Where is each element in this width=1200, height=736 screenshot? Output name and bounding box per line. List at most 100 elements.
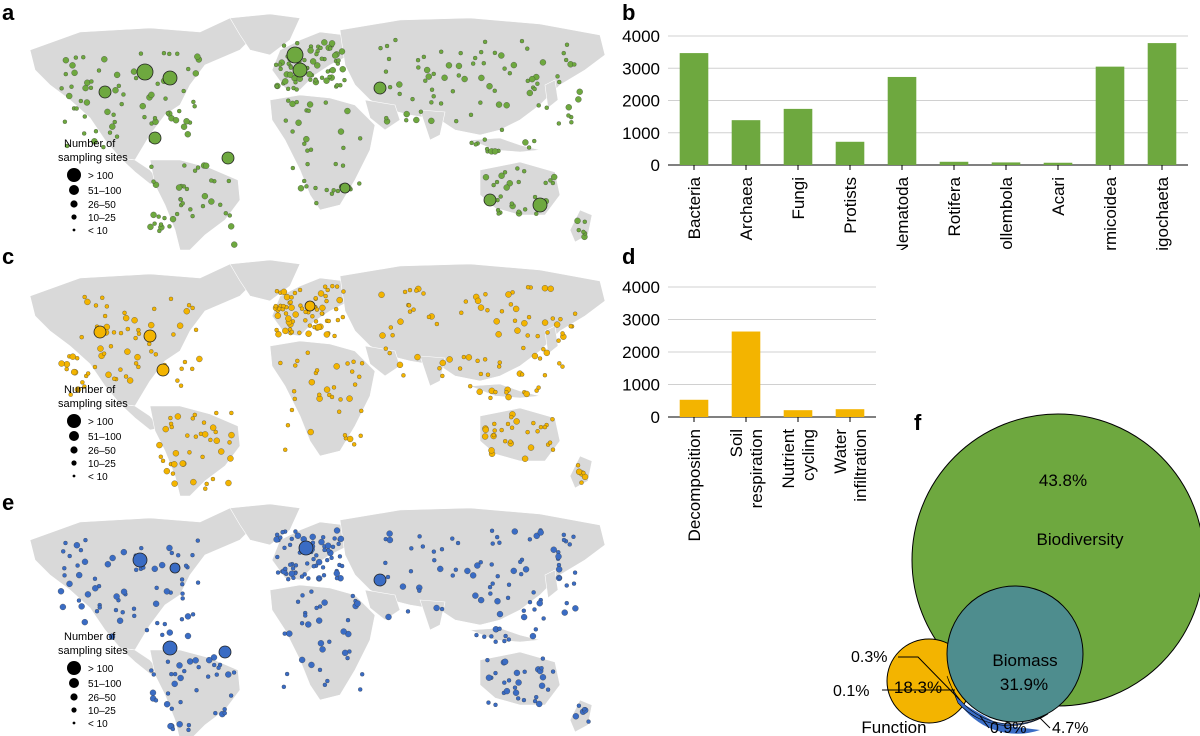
site-dot-107 [175,184,183,191]
site-dot-30 [111,330,117,335]
site-dot-43 [190,305,195,311]
site-dot-103 [169,216,177,223]
site-dot-246 [450,536,455,541]
site-dot-341 [579,480,584,485]
site-dot-228 [403,110,410,118]
site-dot-83 [229,410,234,416]
site-dot-170 [313,78,318,83]
site-dot-0 [152,600,160,607]
site-dot-39 [194,53,201,60]
site-dot-324 [527,444,535,451]
site-dot-250 [545,330,550,335]
site-dot-31 [97,345,104,352]
site-dot-190 [317,392,322,397]
site-dot-304 [505,393,512,401]
site-dot-208 [325,678,330,684]
site-dot-86 [152,221,157,226]
site-dot-39 [120,588,128,595]
site-dot-282 [437,366,442,371]
site-dot-244 [489,528,495,533]
site-dot-201 [341,145,346,151]
site-dot-175 [275,570,281,575]
site-dot-293 [429,100,434,105]
site-dot-294 [456,73,461,78]
site-dot-57 [82,114,87,119]
site-dot-211 [291,389,297,394]
site-dot-152 [321,573,327,578]
site-dot-271 [402,289,408,295]
bar-fungi [783,108,813,165]
site-dot-124 [336,296,343,304]
legend-class-2: 51–100 [88,186,122,197]
site-dot-17 [96,68,102,73]
site-dot-248 [565,104,572,111]
site-dot-258 [478,100,483,105]
site-dot-223 [386,530,393,537]
site-dot-103 [192,657,199,664]
site-dot-266 [413,116,420,124]
function-biomass-overlap [958,701,1040,734]
site-dot-77 [182,163,187,168]
x-tick-label-2-1: cycling [799,429,818,481]
site-dot-117 [278,66,283,72]
site-dot-299 [523,390,530,398]
site-dot-240 [497,540,502,545]
site-dot-216 [378,45,383,51]
site-dot-147 [297,287,303,293]
site-dot-235 [470,572,477,579]
site-dot-59 [84,298,91,306]
site-dot-337 [572,713,580,720]
site-dot-22 [68,392,73,397]
site-dot-332 [486,700,491,705]
site-dot-333 [505,421,511,427]
site-dot-44 [168,296,174,302]
site-dot-130 [290,566,296,571]
site-dot-220 [438,101,444,106]
site-dot-214 [306,108,311,113]
site-dot-206 [357,374,362,379]
site-dot-109 [228,693,234,698]
site-dot-297 [522,139,529,146]
site-dot-1 [155,620,160,626]
site-dot-132 [325,69,330,74]
site-dot-155 [289,329,295,335]
site-dot-287 [550,546,557,553]
site-dot-18 [88,85,94,90]
site-dot-212 [359,408,364,414]
site-dot-201 [317,604,323,609]
site-dot-260 [481,61,486,66]
site-dot-308 [481,433,489,440]
site-dot-32 [139,103,146,110]
site-dot-132 [319,304,326,312]
site-dot-181 [283,447,288,452]
site-dot-295 [506,637,511,642]
site-dot-24 [138,51,144,56]
site-dot-94 [188,207,193,212]
site-dot-248 [474,562,481,569]
site-dot-285 [511,528,518,535]
site-dot-177 [283,311,289,316]
site-dot-44 [81,55,86,60]
site-dot-282 [417,534,422,539]
site-dot-281 [561,609,568,616]
site-dot-136 [307,323,313,328]
site-dot-40 [59,86,64,91]
site-dot-342 [576,703,582,708]
site-dot-255 [434,321,440,327]
site-dot-214 [341,649,349,657]
site-dot-278 [521,345,526,351]
site-dot-251 [567,542,572,547]
site-dot-large-352 [532,197,548,213]
site-dot-17 [176,553,181,558]
bar-acari [1043,162,1073,165]
site-dot-108 [206,657,213,664]
site-dot-169 [310,58,317,65]
site-dot-207 [352,442,357,447]
y-tick-label-3000: 3000 [622,311,660,330]
site-dot-213 [359,361,365,366]
site-dot-112 [281,43,287,48]
site-dot-26 [123,374,129,379]
site-dot-276 [560,364,565,369]
site-dot-327 [493,670,498,676]
site-dot-171 [337,535,345,543]
